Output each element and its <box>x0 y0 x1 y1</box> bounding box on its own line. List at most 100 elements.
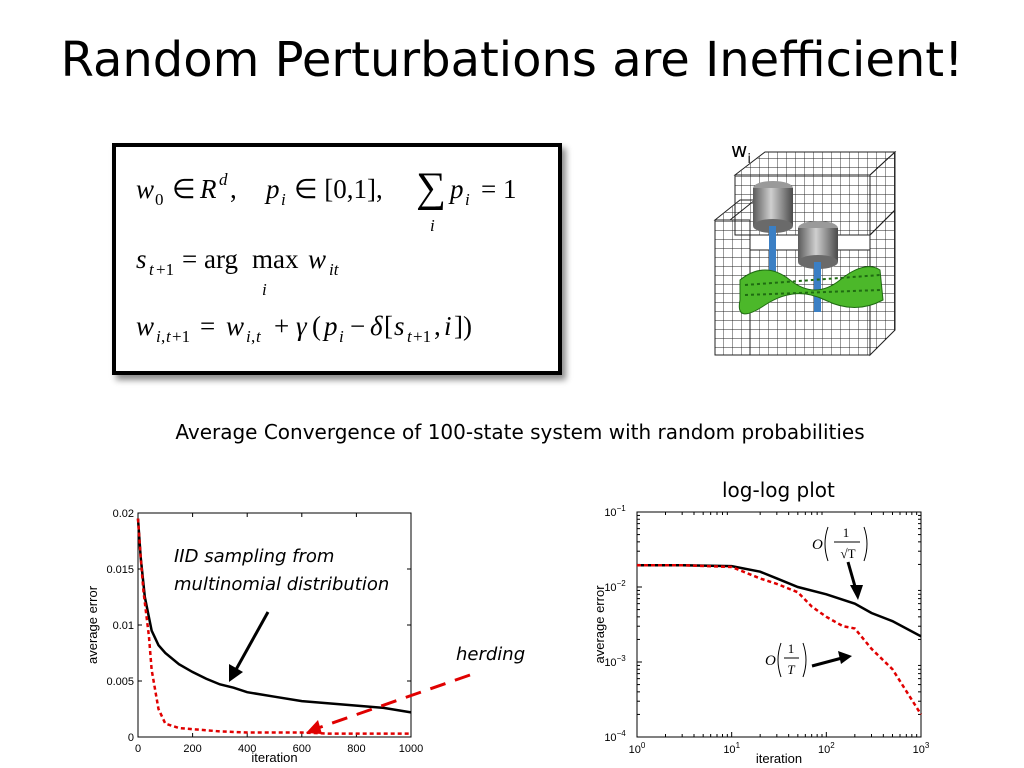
plot-frame <box>636 511 922 738</box>
arrow-sqrt <box>846 561 858 591</box>
svg-text:it: it <box>329 260 340 279</box>
svg-text:δ: δ <box>370 311 383 341</box>
svg-text:t: t <box>166 327 172 346</box>
y-tick-label: 0.02 <box>113 508 134 520</box>
svg-text:t: t <box>149 260 155 279</box>
svg-text:,: , <box>434 311 441 341</box>
svg-text:p: p <box>322 311 338 341</box>
x-tick-label: 103 <box>913 741 930 756</box>
y-tick-label: 10−2 <box>604 579 626 594</box>
svg-text:max: max <box>252 244 299 274</box>
svg-text:−: − <box>350 311 365 341</box>
svg-text:w: w <box>136 174 154 204</box>
svg-text:(: ( <box>312 311 321 341</box>
paren-right <box>863 526 868 562</box>
paren-right <box>802 642 807 678</box>
svg-text:i: i <box>430 216 435 235</box>
series-line-2 <box>637 563 923 716</box>
chart-subtitle: Average Convergence of 100-state system … <box>175 420 865 444</box>
svg-text:[: [ <box>384 311 393 341</box>
x-tick-label: 102 <box>818 741 835 756</box>
engine-svg: wi <box>713 138 897 357</box>
frac-num: 1 <box>843 525 850 540</box>
svg-text:= arg: = arg <box>182 244 238 274</box>
svg-text:i: i <box>262 280 267 299</box>
svg-text:d: d <box>219 170 228 189</box>
equation-box: w 0 ∈ R d , p i ∈ [0,1], ∑ i p i = 1 s t… <box>112 143 562 375</box>
svg-text:w: w <box>226 311 244 341</box>
series-line-1 <box>136 518 412 714</box>
arrow-linear <box>811 656 843 668</box>
svg-text:i: i <box>156 327 161 346</box>
paren-left <box>824 526 829 562</box>
x-axis-label: iteration <box>251 750 297 765</box>
equation-line-3: w i , t +1 = w i , t + γ ( p i − δ [ s t… <box>136 311 472 346</box>
y-tick-label: 0.01 <box>113 620 134 632</box>
svg-text:t: t <box>407 327 413 346</box>
svg-text:∈: ∈ <box>172 174 196 204</box>
annotation-sqrt: O 1 √T <box>812 525 868 562</box>
y-tick-label: 0 <box>128 732 134 744</box>
svg-text:R: R <box>199 174 217 204</box>
svg-text:0: 0 <box>155 190 164 209</box>
svg-text:]): ]) <box>454 311 472 341</box>
x-tick-label: 400 <box>238 743 256 755</box>
x-tick-label: 200 <box>183 743 201 755</box>
annotation-iid-1: IID sampling from <box>174 546 334 567</box>
svg-text:= 1: = 1 <box>481 174 516 204</box>
engine-label: wi <box>731 140 751 167</box>
x-axis-label: iteration <box>756 751 802 766</box>
svg-text:s: s <box>136 244 147 274</box>
svg-text:+1: +1 <box>156 260 174 279</box>
series-line-2 <box>136 518 411 735</box>
svg-text:p: p <box>264 174 280 204</box>
x-tick-label: 600 <box>293 743 311 755</box>
frac-num: 1 <box>788 641 795 656</box>
annotation-sqrt-text: O <box>812 537 823 553</box>
y-axis-label: average error <box>592 585 607 664</box>
svg-text:w: w <box>136 311 154 341</box>
y-tick-label: 10−1 <box>604 504 626 519</box>
x-tick-label: 800 <box>347 743 365 755</box>
x-tick-label: 100 <box>629 741 646 756</box>
x-tick-label: 0 <box>135 743 141 755</box>
frac-den: T <box>787 662 795 677</box>
plot-frame <box>137 512 412 738</box>
svg-text:,: , <box>251 327 255 346</box>
arrow-linear-head <box>838 651 852 664</box>
svg-text:i: i <box>339 327 344 346</box>
annotation-iid-2: multinomial distribution <box>174 574 389 595</box>
annotation-linear: O1 T <box>765 641 807 678</box>
y-axis-label: average error <box>85 585 100 664</box>
svg-text:i: i <box>281 190 286 209</box>
svg-text:i: i <box>444 311 452 341</box>
y-tick-label: 0.005 <box>106 676 134 688</box>
svg-text:,: , <box>230 174 237 204</box>
svg-text:∑: ∑ <box>416 165 446 211</box>
arrow-iid-head <box>229 664 243 682</box>
annotation-linear-text: O <box>765 653 776 669</box>
svg-text:,: , <box>161 327 165 346</box>
y-tick-label: 10−4 <box>604 729 626 744</box>
svg-text:i: i <box>246 327 251 346</box>
svg-text:+: + <box>274 311 289 341</box>
arrow-iid <box>231 611 270 676</box>
svg-text:s: s <box>394 311 405 341</box>
engine-illustration: wi <box>705 138 985 372</box>
frac-den: √T <box>840 546 855 561</box>
svg-text:p: p <box>448 174 464 204</box>
equation-svg: w 0 ∈ R d , p i ∈ [0,1], ∑ i p i = 1 s t… <box>136 165 516 346</box>
equation-line-1: w 0 ∈ R d , p i ∈ [0,1], ∑ i p i = 1 <box>136 165 516 235</box>
x-tick-label: 1000 <box>399 743 423 755</box>
svg-text:=: = <box>200 311 215 341</box>
svg-text:w: w <box>308 244 326 274</box>
series-line-1 <box>637 563 922 638</box>
svg-text:+1: +1 <box>172 327 190 346</box>
arrow-herding-head <box>306 720 322 734</box>
y-tick-label: 0.015 <box>106 564 134 576</box>
svg-text:γ: γ <box>296 311 308 341</box>
paren-left <box>777 642 782 678</box>
equation-line-2: s t +1 = arg max i w it <box>136 244 340 299</box>
